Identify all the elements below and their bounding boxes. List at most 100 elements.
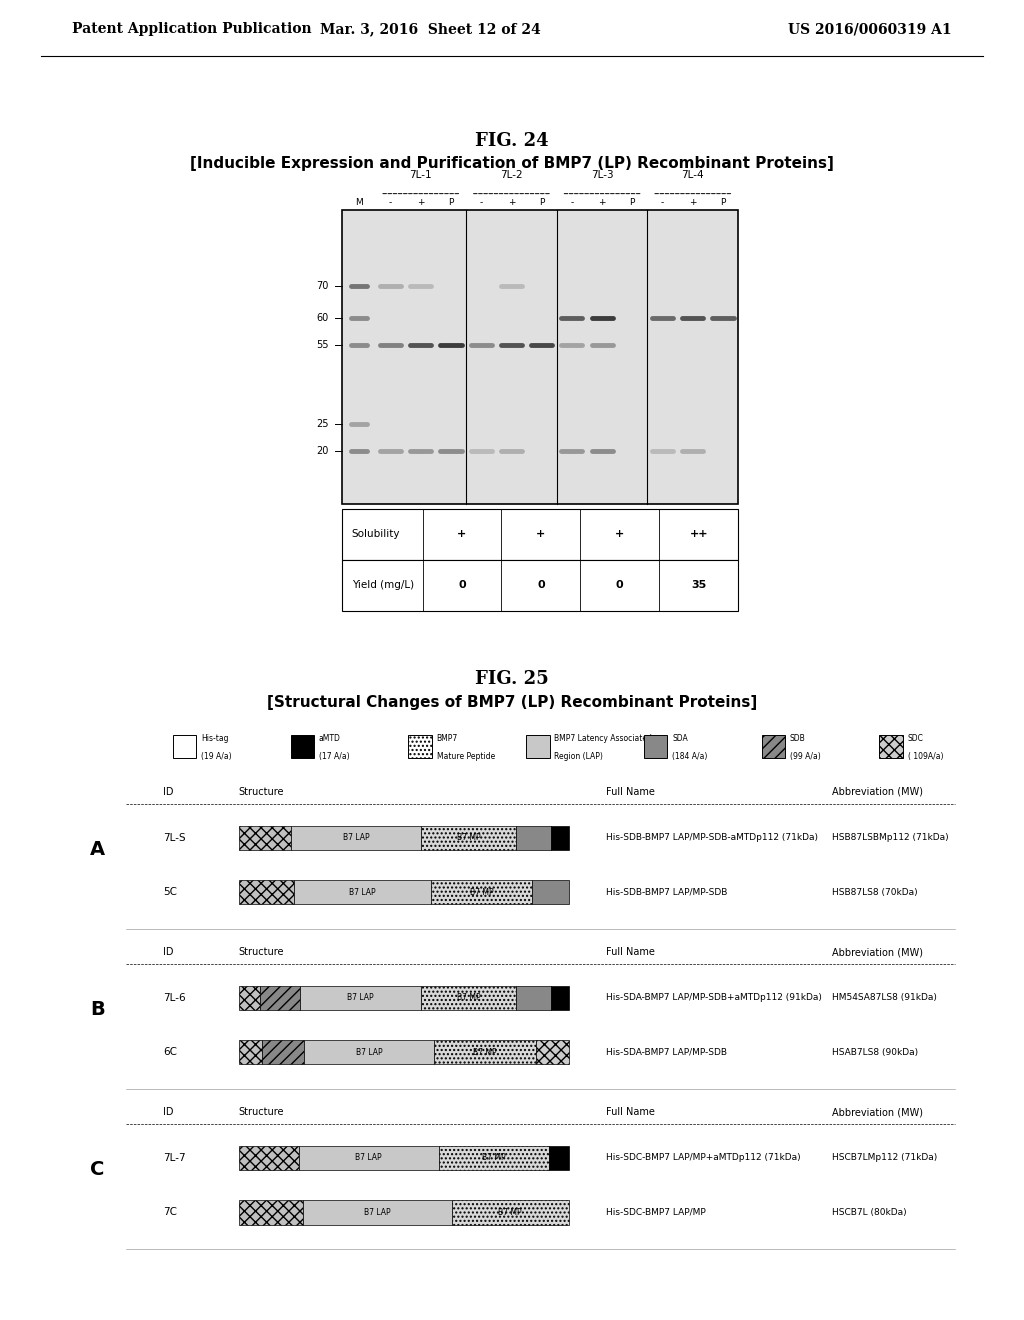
Text: FIG. 24: FIG. 24 — [475, 132, 549, 150]
Text: Mature Peptide: Mature Peptide — [436, 751, 495, 760]
Text: His-SDB-BMP7 LAP/MP-SDB: His-SDB-BMP7 LAP/MP-SDB — [606, 888, 728, 896]
Text: B7 LAP: B7 LAP — [347, 994, 374, 1002]
Text: His-SDA-BMP7 LAP/MP-SDB+aMTDp112 (91kDa): His-SDA-BMP7 LAP/MP-SDB+aMTDp112 (91kDa) — [606, 994, 822, 1002]
Text: Abbreviation (MW): Abbreviation (MW) — [833, 787, 924, 797]
Text: Region (LAP): Region (LAP) — [554, 751, 603, 760]
Text: 7L-7: 7L-7 — [164, 1152, 186, 1163]
Text: Structure: Structure — [239, 787, 285, 797]
Bar — [421, 826, 516, 850]
Bar — [239, 986, 260, 1010]
Text: B7 MP: B7 MP — [457, 994, 480, 1002]
Text: B7 LAP: B7 LAP — [349, 888, 376, 896]
Bar — [531, 880, 568, 904]
Bar — [239, 1146, 299, 1170]
Text: -: - — [389, 198, 392, 207]
Text: B7 MP: B7 MP — [470, 888, 494, 896]
Text: HSCB7LMp112 (71kDa): HSCB7LMp112 (71kDa) — [833, 1154, 938, 1163]
Text: 5C: 5C — [164, 887, 177, 898]
Text: HM54SA87LS8 (91kDa): HM54SA87LS8 (91kDa) — [833, 994, 937, 1002]
Bar — [536, 1040, 568, 1064]
Text: (17 A/a): (17 A/a) — [318, 751, 349, 760]
Text: 7L-3: 7L-3 — [591, 170, 613, 181]
Text: His-SDC-BMP7 LAP/MP: His-SDC-BMP7 LAP/MP — [606, 1208, 706, 1217]
Text: B7 MP: B7 MP — [457, 833, 480, 842]
Text: HSB87LS8 (70kDa): HSB87LS8 (70kDa) — [833, 888, 918, 896]
Text: HSAB7LS8 (90kDa): HSAB7LS8 (90kDa) — [833, 1048, 919, 1057]
Text: 7L-1: 7L-1 — [410, 170, 432, 181]
Bar — [239, 1040, 262, 1064]
Text: His-SDA-BMP7 LAP/MP-SDB: His-SDA-BMP7 LAP/MP-SDB — [606, 1048, 727, 1057]
Text: B: B — [90, 999, 104, 1019]
Text: +: + — [508, 198, 515, 207]
Text: -: - — [479, 198, 482, 207]
Text: P: P — [720, 198, 726, 207]
Bar — [291, 735, 314, 758]
Bar — [299, 1146, 438, 1170]
Text: Full Name: Full Name — [606, 1107, 655, 1117]
Text: P: P — [539, 198, 545, 207]
Bar — [526, 735, 550, 758]
Text: Full Name: Full Name — [606, 946, 655, 957]
Bar — [452, 1200, 568, 1225]
Text: Full Name: Full Name — [606, 787, 655, 797]
Text: +: + — [615, 529, 625, 540]
Text: Structure: Structure — [239, 946, 285, 957]
Bar — [421, 986, 516, 1010]
Bar — [303, 1200, 452, 1225]
Text: 6C: 6C — [164, 1047, 177, 1057]
Bar — [239, 1200, 303, 1225]
Text: SDA: SDA — [672, 734, 688, 743]
Text: Solubility: Solubility — [352, 529, 400, 540]
Text: +: + — [458, 529, 467, 540]
Text: P: P — [449, 198, 454, 207]
Text: ( 109A/a): ( 109A/a) — [907, 751, 943, 760]
Text: Structure: Structure — [239, 1107, 285, 1117]
Text: 55: 55 — [315, 341, 329, 350]
Text: B7 LAP: B7 LAP — [355, 1048, 382, 1057]
Text: Mar. 3, 2016  Sheet 12 of 24: Mar. 3, 2016 Sheet 12 of 24 — [319, 22, 541, 36]
Bar — [173, 735, 197, 758]
Text: C: C — [90, 1160, 104, 1179]
Text: P: P — [630, 198, 635, 207]
Bar — [438, 1146, 549, 1170]
Text: 60: 60 — [316, 313, 329, 323]
Text: B7 MP: B7 MP — [499, 1208, 522, 1217]
Bar — [291, 826, 421, 850]
Bar — [551, 826, 568, 850]
Text: 7L-4: 7L-4 — [681, 170, 705, 181]
Text: 0: 0 — [458, 581, 466, 590]
Bar — [880, 735, 903, 758]
Text: 0: 0 — [616, 581, 624, 590]
Bar — [260, 986, 300, 1010]
Bar — [262, 1040, 304, 1064]
Text: 7C: 7C — [164, 1208, 177, 1217]
Text: Abbreviation (MW): Abbreviation (MW) — [833, 946, 924, 957]
Bar — [409, 735, 432, 758]
Text: ID: ID — [164, 1107, 174, 1117]
Text: aMTD: aMTD — [318, 734, 341, 743]
Text: Abbreviation (MW): Abbreviation (MW) — [833, 1107, 924, 1117]
Bar — [239, 880, 294, 904]
Text: BMP7: BMP7 — [436, 734, 458, 743]
Text: (99 A/a): (99 A/a) — [790, 751, 820, 760]
Text: [Inducible Expression and Purification of BMP7 (LP) Recombinant Proteins]: [Inducible Expression and Purification o… — [190, 156, 834, 172]
Text: HSB87LSBMp112 (71kDa): HSB87LSBMp112 (71kDa) — [833, 833, 949, 842]
Text: His-tag: His-tag — [201, 734, 228, 743]
Bar — [516, 826, 551, 850]
Text: +: + — [598, 198, 606, 207]
Bar — [762, 735, 785, 758]
Bar — [644, 735, 668, 758]
Text: 7L-2: 7L-2 — [500, 170, 522, 181]
Text: [Structural Changes of BMP7 (LP) Recombinant Proteins]: [Structural Changes of BMP7 (LP) Recombi… — [267, 696, 757, 710]
Text: BMP7 Latency Associated: BMP7 Latency Associated — [554, 734, 652, 743]
Bar — [431, 880, 531, 904]
Bar — [294, 880, 431, 904]
Bar — [239, 826, 291, 850]
Text: His-SDB-BMP7 LAP/MP-SDB-aMTDp112 (71kDa): His-SDB-BMP7 LAP/MP-SDB-aMTDp112 (71kDa) — [606, 833, 818, 842]
Text: -: - — [570, 198, 573, 207]
Text: (184 A/a): (184 A/a) — [672, 751, 708, 760]
Text: M: M — [355, 198, 362, 207]
Bar — [342, 210, 738, 504]
Text: ID: ID — [164, 946, 174, 957]
Text: +: + — [537, 529, 546, 540]
